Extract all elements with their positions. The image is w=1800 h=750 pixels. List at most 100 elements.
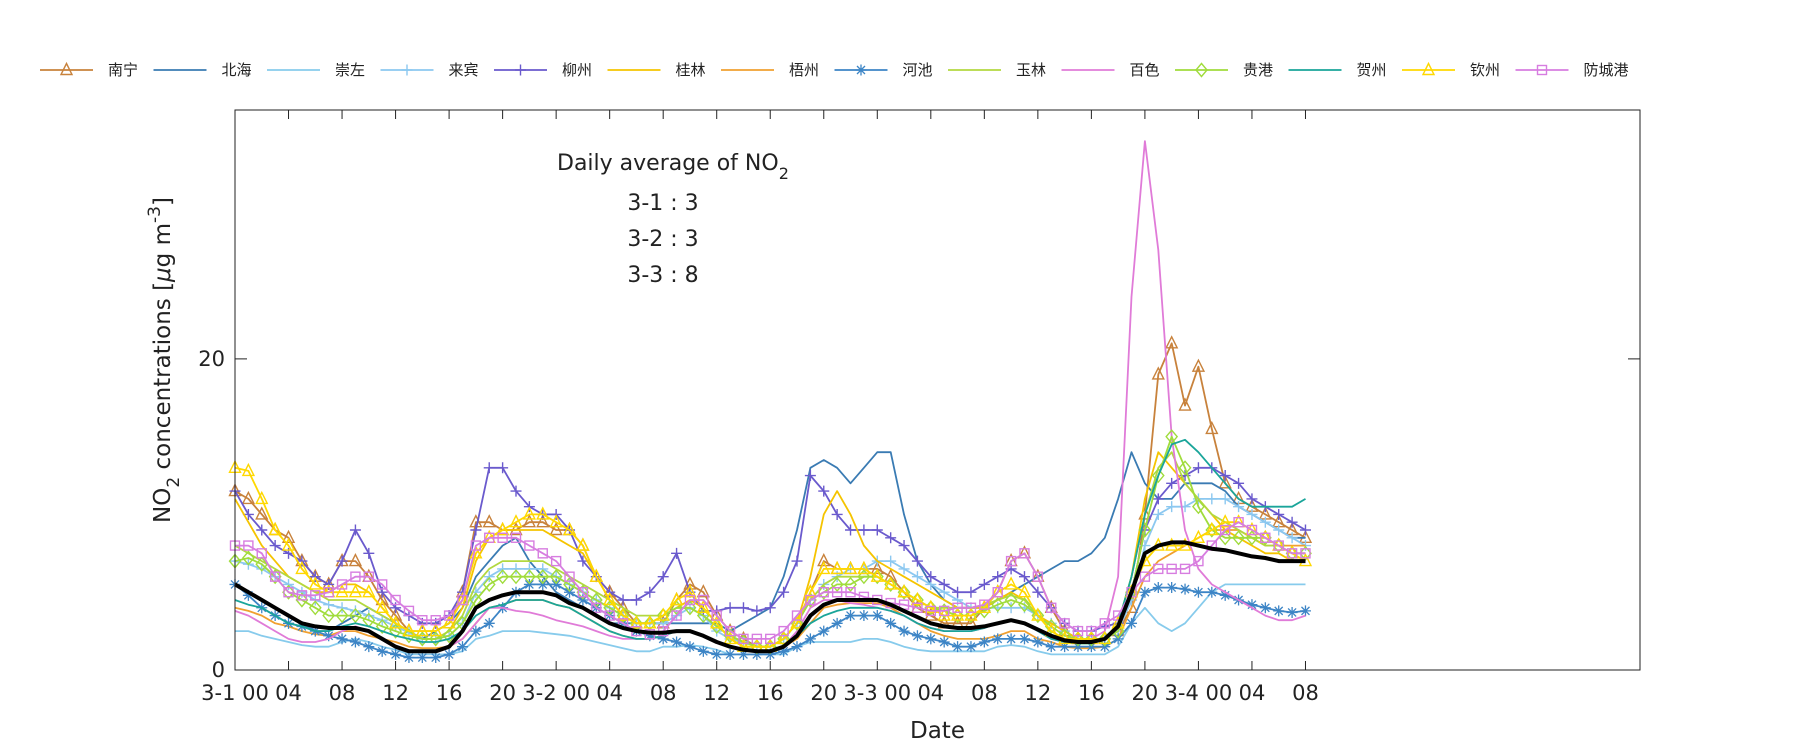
series-百色: [234, 140, 1306, 653]
data-point: [1246, 524, 1258, 536]
x-tick-label: 16: [1078, 681, 1105, 705]
data-point: [390, 648, 402, 660]
data-point: [924, 607, 938, 621]
data-point: [1178, 397, 1192, 411]
data-point: [751, 633, 763, 645]
data-point: [1233, 517, 1244, 528]
data-point: [723, 630, 737, 645]
data-point: [937, 607, 951, 621]
legend-item-来宾: 来宾: [380, 61, 479, 79]
data-point: [282, 584, 295, 600]
data-point: [348, 553, 363, 567]
data-point: [1300, 548, 1311, 559]
data-point: [308, 576, 322, 590]
data-point: [591, 602, 602, 613]
data-point: [818, 625, 830, 637]
data-point: [669, 591, 684, 606]
data-point: [336, 579, 348, 590]
y-tick-label: 0: [212, 658, 225, 682]
data-point: [295, 592, 309, 608]
data-point: [925, 605, 937, 617]
daily-average-annotation: Daily average of NO2 3-1 : 3 3-2 : 3 3-3…: [557, 151, 789, 288]
data-point: [805, 594, 816, 606]
data-point: [911, 571, 923, 583]
data-point: [430, 615, 441, 626]
data-point: [269, 571, 281, 582]
data-point: [978, 578, 990, 590]
data-point: [817, 560, 831, 575]
data-point: [884, 568, 898, 582]
data-point: [269, 540, 281, 552]
data-point: [1166, 477, 1178, 489]
data-point: [910, 591, 925, 606]
legend-marker: [855, 64, 867, 76]
data-point: [550, 555, 562, 567]
data-point: [1018, 597, 1031, 613]
data-point: [1044, 618, 1058, 635]
legend-label: 南宁: [108, 61, 138, 79]
annotation-title-main: Daily average of NO: [557, 151, 779, 176]
data-point: [1245, 530, 1259, 546]
data-point: [1246, 508, 1258, 520]
data-point: [1126, 617, 1138, 629]
data-point: [950, 607, 965, 621]
data-point: [536, 569, 550, 585]
data-point: [1139, 571, 1151, 582]
data-point: [349, 605, 361, 617]
data-point: [536, 514, 550, 528]
data-point: [349, 524, 361, 536]
data-point: [1273, 540, 1284, 551]
data-point: [992, 587, 1003, 598]
data-point: [376, 645, 388, 657]
data-point: [1299, 524, 1311, 536]
data-point: [844, 576, 857, 593]
data-point: [885, 532, 897, 544]
data-point: [843, 560, 858, 575]
data-point: [576, 537, 590, 551]
data-point: [1205, 420, 1219, 435]
data-point: [724, 602, 736, 614]
data-point: [564, 571, 575, 582]
data-point: [1166, 582, 1178, 594]
data-point: [469, 545, 483, 559]
legend-marker: [1536, 64, 1548, 76]
data-point: [1004, 576, 1018, 590]
legend-item-崇左: 崇左: [267, 61, 365, 79]
annotation-line-3: 3-3 : 8: [627, 263, 698, 288]
data-point: [1192, 462, 1204, 474]
data-point: [522, 569, 536, 585]
data-point: [1152, 582, 1164, 594]
legend-item-贺州: 贺州: [1288, 61, 1387, 79]
data-point: [1099, 641, 1111, 653]
legend-label: 百色: [1130, 61, 1160, 79]
x-tick-label: 08: [329, 681, 356, 705]
data-point: [616, 607, 630, 624]
legend-label: 北海: [222, 61, 252, 79]
data-point: [778, 625, 789, 637]
x-tick-label: 04: [917, 681, 944, 705]
data-point: [1233, 501, 1245, 513]
data-point: [791, 610, 803, 621]
legend-item-贵港: 贵港: [1175, 61, 1273, 79]
data-point: [845, 587, 856, 598]
data-point: [363, 547, 375, 559]
data-point: [925, 571, 937, 583]
data-point: [577, 587, 589, 598]
data-point: [804, 633, 816, 645]
data-point: [1166, 501, 1178, 513]
data-point: [576, 584, 590, 600]
data-point: [348, 584, 363, 598]
data-point: [497, 532, 508, 543]
data-point: [683, 584, 697, 598]
data-point: [484, 532, 495, 543]
data-point: [255, 506, 269, 520]
data-point: [871, 610, 883, 622]
data-point: [657, 571, 669, 583]
legend-item-柳州: 柳州: [494, 61, 592, 79]
data-point: [1032, 571, 1044, 582]
data-point: [443, 648, 455, 660]
data-point: [242, 589, 254, 601]
data-point: [1218, 514, 1232, 528]
data-point: [884, 576, 898, 590]
x-tick-label: 08: [971, 681, 998, 705]
